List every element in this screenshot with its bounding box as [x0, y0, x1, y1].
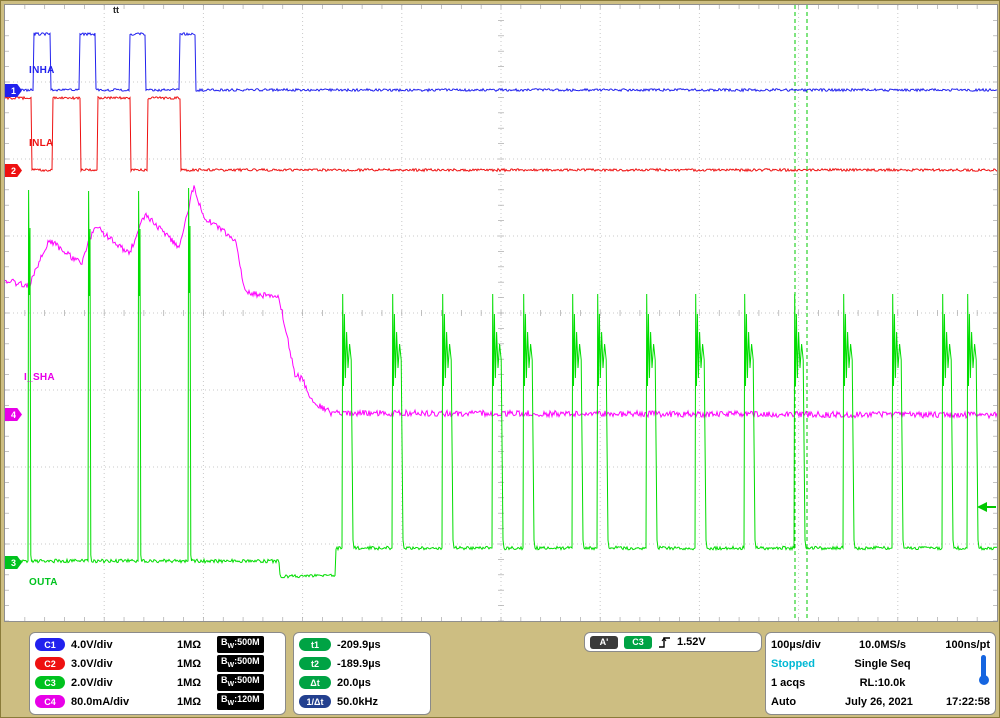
acq-state-row: Stopped Single Seq [771, 654, 990, 673]
waveform-inha [5, 31, 997, 93]
date-value: July 26, 2021 [845, 695, 913, 708]
trigger-position-marker: tt [113, 5, 119, 15]
channel-scale: 80.0mA/div [71, 695, 130, 708]
channel-row-c1[interactable]: C1 4.0V/div 1MΩ BW:500M [35, 635, 280, 654]
cursor-readout-box[interactable]: t1 -209.9µs t2 -189.9µs Δt 20.0µs 1/Δt 5… [293, 632, 431, 715]
channel-impedance: 1MΩ [177, 695, 202, 708]
channel-scale: 2.0V/div [71, 676, 113, 689]
channel-badge-c3[interactable]: C3 [35, 676, 65, 689]
cursor-badge-t1[interactable]: t1 [299, 638, 331, 651]
waveform-i-sha [5, 185, 997, 420]
horizontal-acquisition-box[interactable]: 100µs/div 10.0MS/s 100ns/pt Stopped Sing… [765, 632, 996, 715]
cursor-row-t2: t2 -189.9µs [299, 654, 425, 673]
acq-count: 1 acqs [771, 676, 806, 689]
channel-impedance: 1MΩ [177, 638, 202, 651]
cursor-row-inv-dt: 1/Δt 50.0kHz [299, 692, 425, 711]
bandwidth-badge: BW:500M [217, 674, 264, 691]
trigger-mode-badge[interactable]: A' [590, 635, 618, 649]
thermometer-icon [977, 655, 989, 689]
channel-badge-c2[interactable]: C2 [35, 657, 65, 670]
bandwidth-badge: BW:500M [217, 636, 264, 653]
cursor-value-t2: -189.9µs [337, 657, 381, 670]
bandwidth-badge: BW:120M [217, 693, 264, 710]
sample-rate-value: 10.0MS/s [858, 638, 907, 651]
cursor-value-dt: 20.0µs [337, 676, 371, 689]
cursor-badge-t2[interactable]: t2 [299, 657, 331, 670]
wave-label-c3: OUTA [29, 577, 58, 588]
bandwidth-badge: BW:500M [217, 655, 264, 672]
acq-mode: Single Seq [854, 657, 911, 670]
channel-marker-c2[interactable]: 2 [5, 164, 22, 177]
channel-settings-box[interactable]: C1 4.0V/div 1MΩ BW:500M C2 3.0V/div 1MΩ … [29, 632, 286, 715]
acq-count-row: 1 acqs RL:10.0k [771, 673, 990, 692]
record-length: RL:10.0k [859, 676, 906, 689]
waveform-svg [5, 5, 997, 621]
channel-marker-c3[interactable]: 3 [5, 556, 22, 569]
time-value: 17:22:58 [945, 695, 990, 708]
cursor-row-dt: Δt 20.0µs [299, 673, 425, 692]
cursor-value-t1: -209.9µs [337, 638, 381, 651]
channel-impedance: 1MΩ [177, 657, 202, 670]
resolution-value: 100ns/pt [945, 638, 990, 651]
channel-row-c4[interactable]: C4 80.0mA/div 1MΩ BW:120M [35, 692, 280, 711]
trigger-level-value: 1.52V [677, 636, 706, 648]
trigger-mode-value: Auto [771, 695, 797, 708]
channel-row-c2[interactable]: C2 3.0V/div 1MΩ BW:500M [35, 654, 280, 673]
cursor-badge-dt[interactable]: Δt [299, 676, 331, 689]
trigger-source-badge[interactable]: C3 [624, 635, 652, 649]
rising-edge-icon [659, 636, 670, 648]
cursor-row-t1: t1 -209.9µs [299, 635, 425, 654]
trigger-level-arrow[interactable] [977, 502, 987, 512]
wave-label-c1: INHA [29, 65, 55, 76]
channel-badge-c4[interactable]: C4 [35, 695, 65, 708]
waveform-outa [5, 187, 997, 579]
waveform-display[interactable]: tt 1 INHA 2 INLA 3 OUTA 4 I_SHA [4, 4, 998, 622]
channel-scale: 3.0V/div [71, 657, 113, 670]
waveform-inla [5, 95, 997, 173]
channel-badge-c1[interactable]: C1 [35, 638, 65, 651]
channel-scale: 4.0V/div [71, 638, 113, 651]
channel-marker-c1[interactable]: 1 [5, 84, 22, 97]
cursor-badge-inv-dt[interactable]: 1/Δt [299, 695, 331, 708]
timebase-value: 100µs/div [771, 638, 821, 651]
trigger-readout-box[interactable]: A' C3 1.52V [584, 632, 762, 652]
channel-row-c3[interactable]: C3 2.0V/div 1MΩ BW:500M [35, 673, 280, 692]
wave-label-c4: I_SHA [24, 372, 55, 383]
horizontal-row: 100µs/div 10.0MS/s 100ns/pt [771, 635, 990, 654]
datetime-row: Auto July 26, 2021 17:22:58 [771, 692, 990, 711]
cursor-value-inv-dt: 50.0kHz [337, 695, 378, 708]
channel-impedance: 1MΩ [177, 676, 202, 689]
acq-state: Stopped [771, 657, 815, 670]
channel-marker-c4[interactable]: 4 [5, 408, 22, 421]
wave-label-c2: INLA [29, 138, 54, 149]
